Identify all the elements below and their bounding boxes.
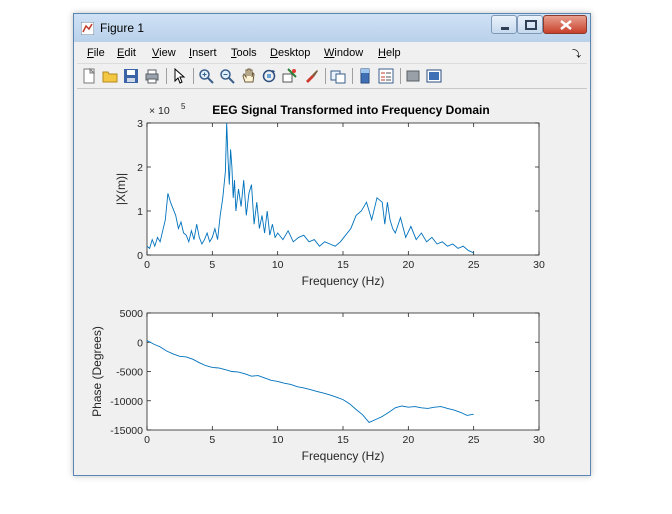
show-plot-tools-icon[interactable]	[426, 68, 442, 84]
x-tick-label: 0	[144, 259, 150, 271]
y-tick-label: 0	[137, 337, 143, 349]
x-tick-label: 15	[337, 259, 349, 271]
minimize-icon	[501, 27, 509, 30]
pan-icon[interactable]	[240, 68, 256, 84]
x-axis-label: Frequency (Hz)	[302, 274, 385, 288]
y-tick-label: 0	[137, 250, 143, 262]
menu-window[interactable]: Window	[324, 47, 364, 59]
x-tick-label: 30	[533, 434, 545, 446]
x-axis-label: Frequency (Hz)	[302, 449, 385, 463]
menu-desktop[interactable]: Desktop	[270, 47, 311, 59]
maximize-icon	[525, 20, 537, 30]
menu-bar: File Edit View Insert Tools Desktop Wind…	[77, 44, 587, 62]
y-tick-label: 1	[137, 206, 143, 218]
matlab-figure-icon	[81, 22, 94, 35]
toolbar-separator	[400, 68, 401, 84]
maximize-button[interactable]	[517, 15, 543, 34]
toolbar-separator	[325, 68, 326, 84]
y-exponent-power: 5	[181, 102, 186, 111]
x-tick-label: 25	[468, 259, 480, 271]
menu-edit[interactable]: Edit	[117, 47, 136, 59]
menu-view[interactable]: View	[152, 47, 176, 59]
zoom-out-icon[interactable]	[219, 68, 235, 84]
data-series-line	[146, 340, 474, 423]
x-tick-label: 20	[402, 259, 414, 271]
x-tick-label: 30	[533, 259, 545, 271]
y-tick-label: 5000	[120, 308, 144, 320]
y-axis-label: Phase (Degrees)	[90, 326, 104, 417]
data-cursor-icon[interactable]	[282, 68, 298, 84]
link-plot-icon[interactable]	[330, 68, 346, 84]
toolbar-separator	[352, 68, 353, 84]
x-tick-label: 15	[337, 434, 349, 446]
y-tick-label: 3	[137, 118, 143, 130]
zoom-in-icon[interactable]	[198, 68, 214, 84]
x-tick-label: 5	[209, 259, 215, 271]
x-tick-label: 10	[272, 434, 284, 446]
menu-file[interactable]: File	[87, 47, 105, 59]
plot-area	[146, 312, 540, 431]
x-tick-label: 20	[402, 434, 414, 446]
minimize-button[interactable]	[491, 15, 517, 34]
rotate-3d-icon[interactable]	[261, 68, 277, 84]
open-file-icon[interactable]	[102, 68, 118, 84]
figure-window: Figure 1 File Edit View Insert Tools Des…	[73, 13, 591, 476]
close-button[interactable]	[543, 15, 587, 34]
axes-2: 0 5 10 15 20 25 30 5000 0 -5000 -10000 -15000 Freque…	[90, 308, 545, 463]
title-bar[interactable]: Figure 1	[74, 14, 590, 42]
toolbar-separator	[193, 68, 194, 84]
y-tick-label: -15000	[110, 425, 143, 437]
brush-icon[interactable]	[303, 68, 319, 84]
pointer-icon[interactable]	[171, 67, 187, 84]
x-tick-label: 5	[209, 434, 215, 446]
figure-plots: 0 5 10 15 20 25 30 0 1 2 3 Frequency (Hz) |X(m)| EEG …	[90, 102, 545, 463]
axes-1: 0 5 10 15 20 25 30 0 1 2 3 Frequency (Hz) |X(m)| EEG …	[114, 102, 545, 288]
window-title: Figure 1	[100, 21, 145, 35]
x-tick-label: 25	[468, 434, 480, 446]
figure-toolbar	[77, 63, 587, 89]
menu-overflow-icon[interactable]: ⤵	[571, 49, 581, 59]
print-icon[interactable]	[144, 68, 160, 84]
colorbar-icon[interactable]	[357, 68, 373, 84]
new-figure-icon[interactable]	[81, 67, 97, 84]
legend-icon[interactable]	[378, 68, 394, 84]
y-tick-label: -10000	[110, 396, 143, 408]
figure-canvas: 0 5 10 15 20 25 30 0 1 2 3 Frequency (Hz) |X(m)| EEG …	[77, 89, 587, 471]
menu-help[interactable]: Help	[378, 47, 401, 59]
menu-tools[interactable]: Tools	[231, 47, 257, 59]
y-tick-label: 2	[137, 162, 143, 174]
save-icon[interactable]	[123, 68, 139, 84]
x-tick-label: 10	[272, 259, 284, 271]
y-exponent-label: × 10	[149, 105, 170, 117]
close-icon	[560, 20, 572, 30]
hide-plot-tools-icon[interactable]	[405, 68, 421, 84]
y-axis-label: |X(m)|	[114, 173, 128, 205]
y-tick-label: -5000	[116, 367, 143, 379]
x-tick-label: 0	[144, 434, 150, 446]
data-series-line	[146, 122, 474, 254]
menu-insert[interactable]: Insert	[189, 47, 217, 59]
toolbar-separator	[166, 68, 167, 84]
chart-title: EEG Signal Transformed into Frequency Do…	[212, 103, 489, 117]
